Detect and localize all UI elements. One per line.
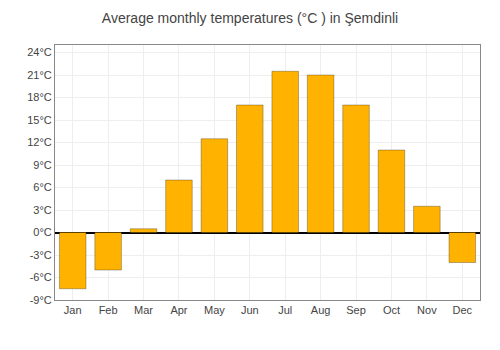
svg-text:Jul: Jul [278,304,292,316]
svg-text:Jun: Jun [241,304,259,316]
svg-text:-9°C: -9°C [30,294,52,306]
svg-text:6°C: 6°C [33,181,52,193]
svg-text:Mar: Mar [134,304,153,316]
svg-text:24°C: 24°C [27,46,52,58]
svg-text:12°C: 12°C [27,136,52,148]
svg-text:Feb: Feb [99,304,118,316]
svg-text:Aug: Aug [311,304,331,316]
svg-text:May: May [204,304,225,316]
svg-text:Apr: Apr [170,304,187,316]
svg-text:Dec: Dec [453,304,473,316]
svg-text:Oct: Oct [383,304,400,316]
svg-text:21°C: 21°C [27,69,52,81]
svg-text:Nov: Nov [417,304,437,316]
svg-text:9°C: 9°C [33,159,52,171]
svg-text:-3°C: -3°C [30,249,52,261]
svg-text:0°C: 0°C [33,226,52,238]
svg-text:18°C: 18°C [27,91,52,103]
svg-text:3°C: 3°C [33,204,52,216]
svg-text:Sep: Sep [346,304,366,316]
svg-text:-6°C: -6°C [30,271,52,283]
svg-text:Jan: Jan [64,304,82,316]
svg-text:Average monthly temperatures (: Average monthly temperatures (°C ) in Şe… [102,10,398,26]
svg-text:15°C: 15°C [27,114,52,126]
